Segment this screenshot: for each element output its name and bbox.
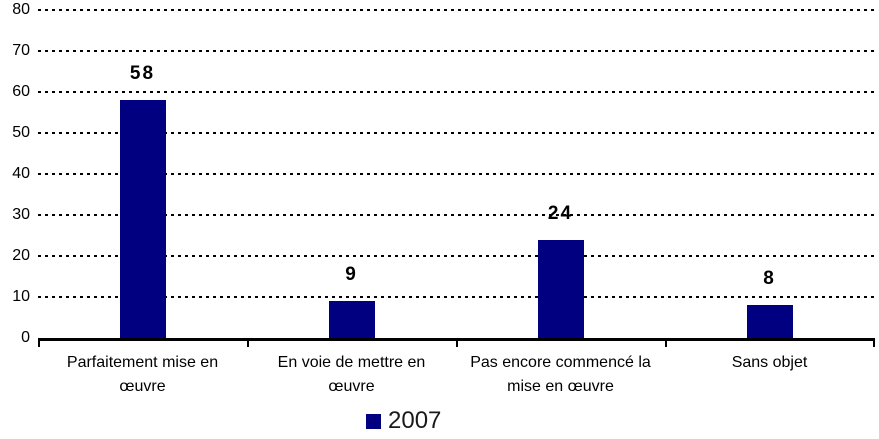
bar-value-label: 8 bbox=[763, 268, 776, 290]
gridline bbox=[38, 132, 874, 134]
category-label-line: Pas encore commencé la bbox=[470, 354, 651, 371]
bar bbox=[119, 100, 166, 338]
category-label-line: En voie de mettre en bbox=[277, 354, 426, 371]
bar-value-label: 24 bbox=[547, 202, 574, 224]
y-tick-label: 60 bbox=[12, 83, 30, 100]
category-label-line: œuvre bbox=[328, 378, 375, 395]
x-axis-category-labels: Parfaitement mise en œuvre En voie de mett… bbox=[38, 351, 874, 399]
legend-label: 2007 bbox=[388, 407, 442, 434]
y-tick-label: 80 bbox=[12, 1, 30, 18]
category-label-line: œuvre bbox=[119, 378, 166, 395]
category-label: En voie de mettre en œuvre bbox=[247, 351, 456, 399]
axis-tick bbox=[247, 338, 249, 347]
y-tick-label: 40 bbox=[12, 165, 30, 182]
gridline bbox=[38, 296, 874, 298]
axis-tick bbox=[38, 338, 40, 347]
bar bbox=[746, 305, 793, 338]
bar-value-label: 9 bbox=[345, 264, 358, 286]
bar bbox=[328, 301, 375, 338]
gridline bbox=[38, 50, 874, 52]
y-tick-label: 10 bbox=[12, 288, 30, 305]
legend-swatch bbox=[366, 413, 381, 429]
axis-tick bbox=[873, 338, 875, 347]
category-label-line: Parfaitement mise en bbox=[66, 354, 219, 371]
y-tick-label: 70 bbox=[12, 42, 30, 59]
y-tick-label: 50 bbox=[12, 124, 30, 141]
category-label-line: Sans objet bbox=[731, 354, 808, 371]
y-axis-labels: 0 10 20 30 40 50 60 70 80 bbox=[0, 1, 30, 346]
y-tick-label: 30 bbox=[12, 206, 30, 223]
gridline bbox=[38, 255, 874, 257]
gridline bbox=[38, 91, 874, 93]
gridline bbox=[38, 214, 874, 216]
x-axis-line bbox=[38, 338, 875, 347]
category-label-line: mise en œuvre bbox=[507, 378, 614, 395]
category-label: Pas encore commencé la mise en œuvre bbox=[456, 351, 665, 399]
gridline bbox=[38, 9, 874, 11]
axis-tick bbox=[456, 338, 458, 347]
legend: 2007 bbox=[366, 408, 441, 434]
axis-tick bbox=[665, 338, 667, 347]
bar bbox=[537, 239, 584, 338]
gridline bbox=[38, 173, 874, 175]
y-tick-label: 0 bbox=[21, 329, 30, 346]
y-tick-label: 20 bbox=[12, 247, 30, 264]
category-label: Parfaitement mise en œuvre bbox=[38, 351, 247, 399]
category-label: Sans objet bbox=[665, 351, 874, 399]
bar-value-label: 58 bbox=[129, 63, 156, 85]
plot-area: 58 9 24 8 bbox=[38, 9, 874, 338]
